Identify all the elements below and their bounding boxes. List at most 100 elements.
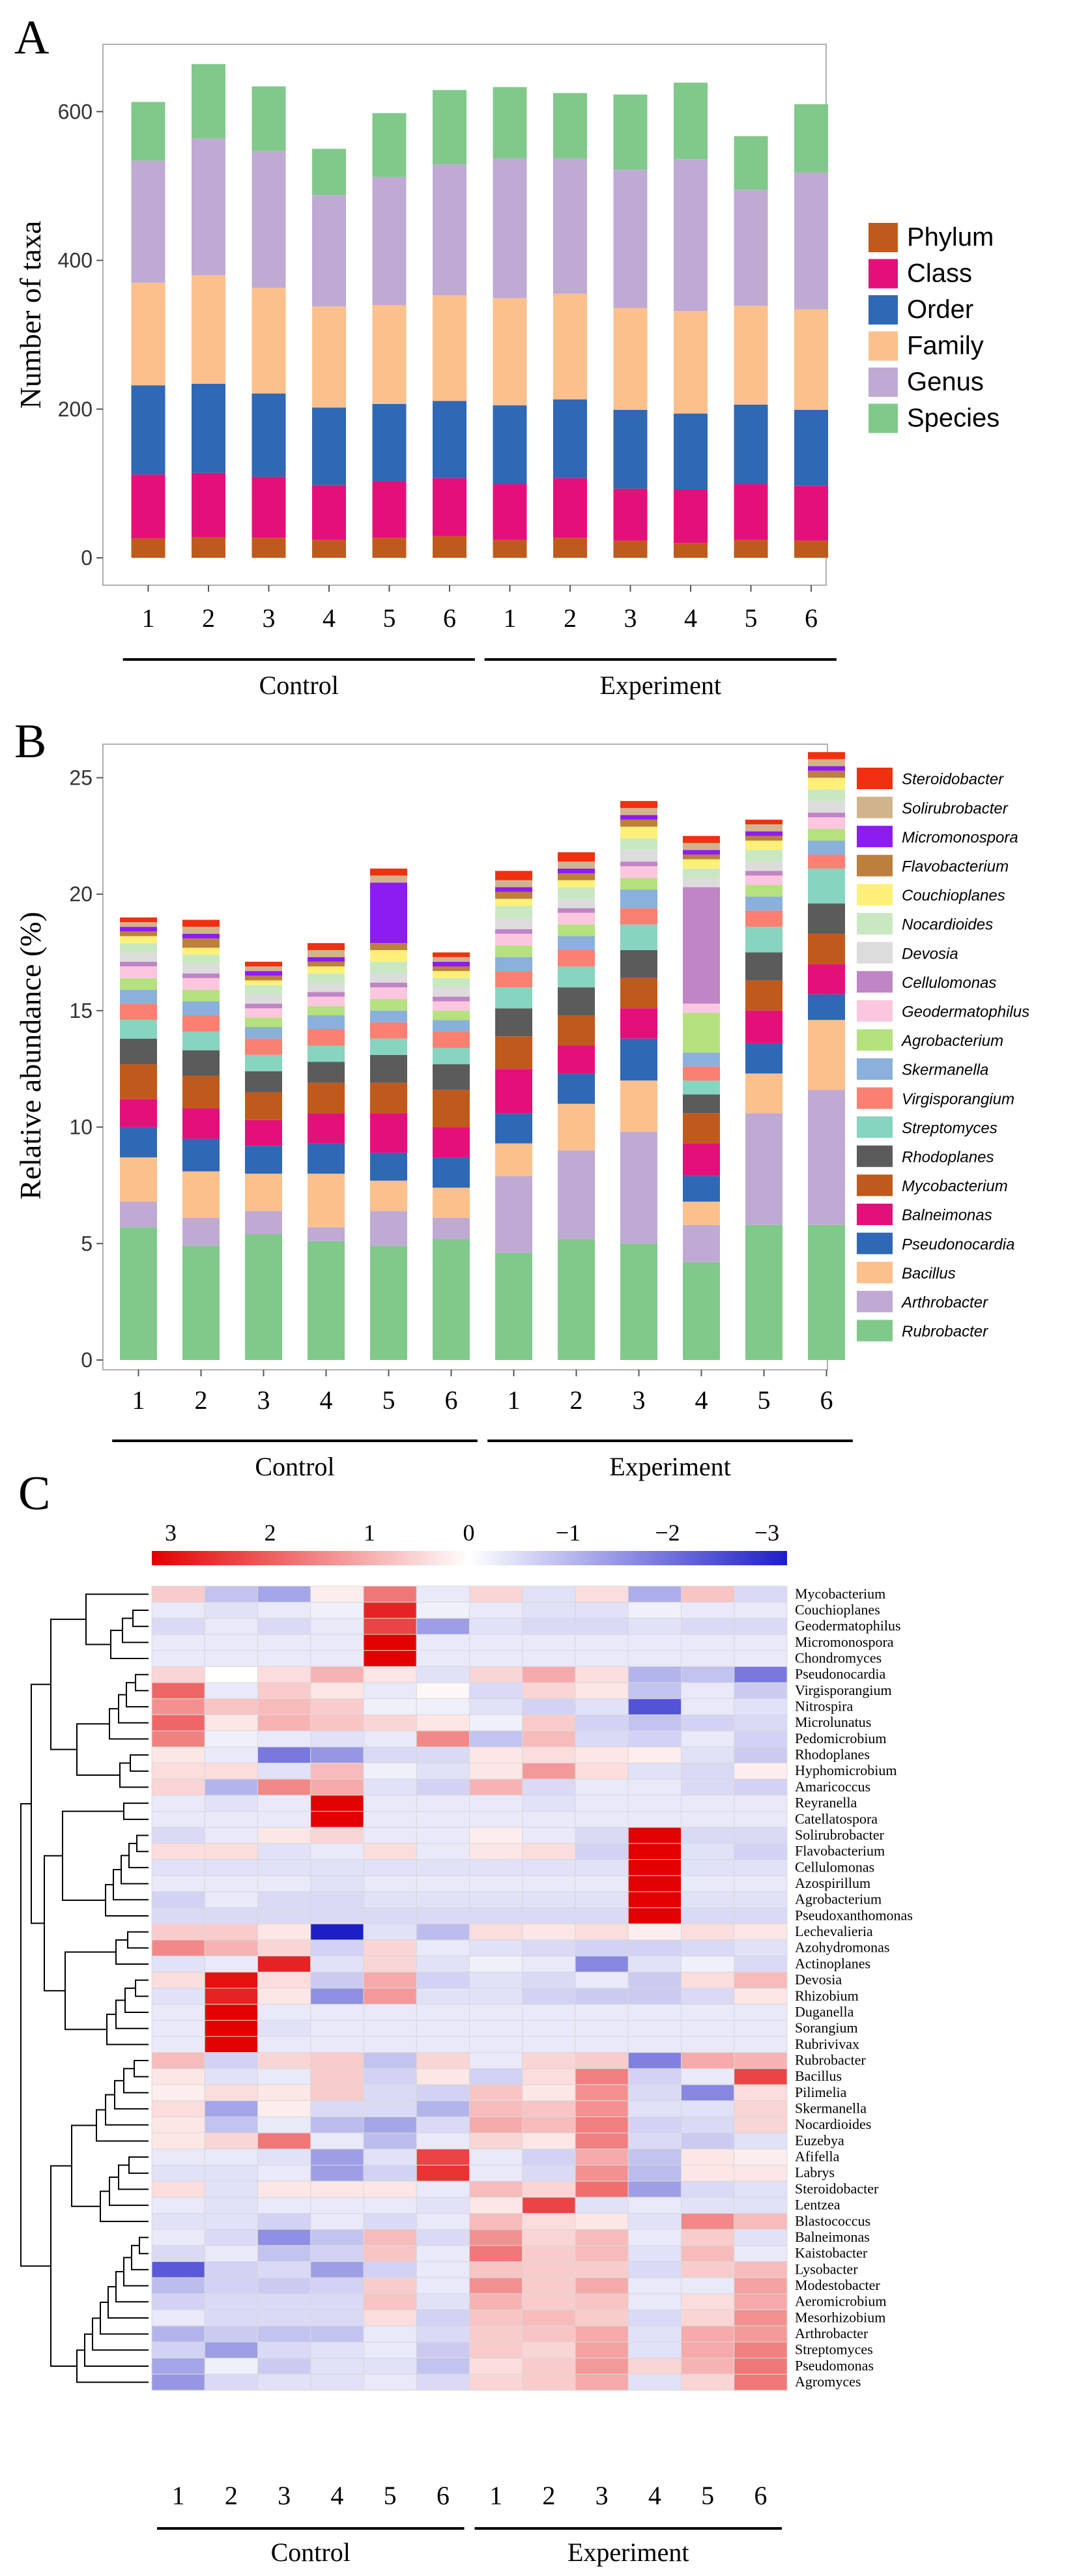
legend-swatch-micromonospora bbox=[857, 826, 893, 848]
heatmap-cell bbox=[627, 2325, 682, 2343]
heatmap-cell bbox=[151, 2100, 205, 2117]
bar-segment-streptomyces bbox=[433, 1048, 470, 1065]
bar-segment-cellulomonas bbox=[745, 871, 783, 876]
heatmap-cell bbox=[575, 2229, 629, 2246]
heatmap-cell bbox=[627, 2036, 682, 2053]
heatmap-cell bbox=[416, 2019, 470, 2037]
bar-segment-flavobacterium bbox=[808, 770, 845, 778]
heatmap-cell bbox=[204, 2084, 258, 2102]
bar-segment-virgisporangium bbox=[745, 910, 783, 927]
bar-segment-genus bbox=[553, 158, 587, 294]
legend-swatch-skermanella bbox=[857, 1058, 893, 1080]
dendrogram-link bbox=[118, 1694, 149, 1724]
heatmap-cell bbox=[363, 1811, 417, 1828]
heatmap-cell bbox=[627, 2309, 682, 2326]
heatmap-cell bbox=[204, 1956, 258, 1973]
heatmap-cell bbox=[734, 1602, 788, 1619]
x-tick-label: 1 bbox=[508, 1385, 521, 1415]
heatmap-cell bbox=[257, 2358, 311, 2375]
dendrogram-link bbox=[20, 1803, 51, 2267]
heatmap-cell bbox=[734, 1971, 788, 1989]
heatmap-cell bbox=[257, 1907, 311, 1924]
heatmap-cell bbox=[257, 2180, 311, 2198]
row-label: Geodermatophilus bbox=[795, 1617, 901, 1634]
bar-segment-pseudonocardia bbox=[433, 1157, 470, 1188]
heatmap-cell bbox=[416, 2358, 470, 2375]
dendrogram-link bbox=[128, 1842, 149, 1868]
bar-segment-couchioplanes bbox=[370, 949, 407, 962]
row-label: Streptomyces bbox=[795, 2341, 873, 2358]
bar-segment-class bbox=[493, 484, 527, 540]
heatmap-cell bbox=[151, 2052, 205, 2069]
heatmap-cell bbox=[469, 2213, 523, 2230]
heatmap-cell bbox=[469, 1666, 523, 1683]
heatmap-cell bbox=[522, 2100, 576, 2117]
heatmap-cell bbox=[204, 2116, 258, 2134]
heatmap-cell bbox=[734, 2100, 788, 2117]
heatmap-cell bbox=[310, 2036, 364, 2053]
bar-segment-solirubrobacter bbox=[558, 861, 595, 869]
group-labels-c: Control Experiment bbox=[157, 2527, 782, 2567]
heatmap-cell bbox=[575, 2180, 629, 2198]
heatmap-cell bbox=[469, 1811, 523, 1828]
x-tick-label: 1 bbox=[504, 603, 517, 633]
legend-label: Pseudonocardia bbox=[902, 1236, 1014, 1253]
heatmap-cell bbox=[734, 1585, 788, 1603]
heatmap-cell bbox=[204, 1811, 258, 1828]
heatmap-cell bbox=[575, 1682, 629, 1700]
heatmap-cell bbox=[681, 1923, 735, 1941]
heatmap-cell bbox=[627, 1875, 682, 1892]
bar-segment-virgisporangium bbox=[370, 1022, 407, 1039]
heatmap-cell bbox=[310, 1714, 364, 1731]
y-tick-label: 5 bbox=[81, 1232, 93, 1255]
bar-segment-geodermatophilus bbox=[433, 1001, 470, 1011]
bar-segment-geodermatophilus bbox=[620, 866, 657, 878]
heatmap-cell bbox=[416, 1730, 470, 1748]
heatmap-cell bbox=[575, 1907, 629, 1924]
heatmap-cell bbox=[734, 2197, 788, 2214]
heatmap-cell bbox=[522, 1971, 576, 1989]
heatmap-cell bbox=[310, 1602, 364, 1619]
bar-segment-balneimonas bbox=[745, 1010, 783, 1043]
bar-segment-streptomyces bbox=[620, 924, 657, 950]
bar-segment-family bbox=[794, 309, 828, 410]
heatmap-cell bbox=[310, 2213, 364, 2230]
bar-segment-bacillus bbox=[683, 1201, 720, 1225]
row-label: Bacillus bbox=[795, 2068, 842, 2084]
bar-segment-species bbox=[192, 64, 225, 139]
bar-segment-arthrobacter bbox=[620, 1131, 657, 1244]
heatmap-cell bbox=[416, 1875, 470, 1892]
legend-swatch-geodermatophilus bbox=[857, 1000, 893, 1022]
bar-segment-geodermatophilus bbox=[808, 817, 845, 830]
heatmap-cell bbox=[310, 2132, 364, 2150]
heatmap-cell bbox=[469, 1714, 523, 1731]
heatmap-cell bbox=[522, 1602, 576, 1619]
heatmap-cell bbox=[681, 2116, 735, 2134]
row-label: Pseudoxanthomonas bbox=[795, 1907, 913, 1923]
heatmap-cell bbox=[310, 1650, 364, 1667]
heatmap-cell bbox=[416, 1602, 470, 1619]
heatmap-cell bbox=[469, 2325, 523, 2343]
heatmap-cell bbox=[469, 2229, 523, 2246]
heatmap-cell bbox=[257, 2277, 311, 2294]
dendrogram-link bbox=[50, 2165, 77, 2367]
bar-segment-class bbox=[433, 478, 467, 536]
y-tick-label: 400 bbox=[58, 249, 93, 272]
heatmap-cell bbox=[204, 1875, 258, 1892]
heatmap-cell bbox=[310, 2084, 364, 2102]
heatmap-cell bbox=[627, 2261, 682, 2278]
heatmap-cell bbox=[681, 2245, 735, 2263]
row-label: Couchioplanes bbox=[795, 1601, 880, 1617]
y-tick-label: 600 bbox=[58, 100, 93, 123]
bar-segment-rhodoplanes bbox=[558, 987, 595, 1016]
heatmap-cell bbox=[310, 1923, 364, 1941]
heatmap-cell bbox=[416, 2084, 470, 2102]
heatmap-cell bbox=[257, 1617, 311, 1635]
heatmap-cell bbox=[363, 2004, 417, 2021]
heatmap-cell bbox=[469, 1827, 523, 1844]
bar-segment-rhodoplanes bbox=[495, 1008, 532, 1037]
bar-segment-bacillus bbox=[182, 1171, 220, 1218]
dendrogram-link bbox=[31, 1683, 51, 1924]
bar-segment-steroidobacter bbox=[182, 919, 220, 927]
heatmap-cell bbox=[734, 1714, 788, 1731]
